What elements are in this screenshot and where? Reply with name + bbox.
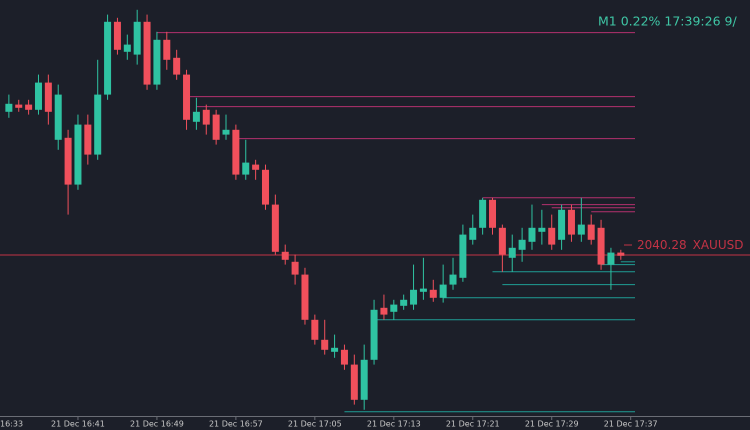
candle-body [558,209,566,240]
symbol: XAUUSD [693,238,744,252]
candle-body [212,114,220,140]
candle-body [242,162,250,175]
candle-body [291,261,299,275]
last-price-label: 2040.28 XAUUSD [637,238,743,252]
candle-body [261,169,269,205]
candle-body [469,227,477,240]
candle-body [301,274,309,320]
candle-body [232,129,240,175]
candle-body [518,239,526,250]
candle-body [311,319,319,340]
candle-body [567,209,575,235]
candle-body [153,39,161,85]
candle-body [104,21,112,95]
candle-body [25,104,33,110]
candle-body [281,251,289,260]
x-tick-label: 21 Dec 17:21 [446,420,500,429]
candle-body [498,227,506,255]
candle-body [410,289,418,305]
candle-body [607,252,615,265]
candle-body [34,82,42,110]
candle-body [548,227,556,245]
candle-body [252,164,260,170]
candle-body [617,252,625,256]
candle-body [74,124,82,185]
candle-body [400,299,408,306]
candle-body [489,199,496,228]
x-tick-label: 21 Dec 17:29 [525,420,579,429]
candle-body [173,57,181,75]
x-tick-label: 16:33 [0,420,23,429]
candle-body [390,304,398,312]
candle-body [449,274,457,285]
candle-body [577,224,585,235]
candle-body [84,124,92,155]
last-price-value: 2040.28 [637,238,687,252]
candle-body [183,74,191,120]
x-tick-label: 21 Dec 17:13 [367,420,421,429]
candle-body [321,339,329,350]
candle-body [54,94,62,140]
candle-body [113,21,121,50]
candle-body [143,21,151,85]
candle-body [192,111,200,122]
candle-body [479,199,487,228]
candle-body [222,129,230,135]
candle-body [202,109,210,125]
candle-body [340,349,348,365]
x-tick-label: 21 Dec 16:41 [51,420,105,429]
candle-body [15,104,23,108]
candle-body [439,284,447,298]
x-tick-label: 21 Dec 16:57 [209,420,263,429]
candle-body [538,227,546,232]
candle-body [360,359,368,400]
x-tick-label: 21 Dec 17:37 [604,420,658,429]
candle-body [5,103,13,112]
candle-body [123,44,131,52]
candle-body [331,347,339,352]
candle-body [528,227,536,242]
candle-body [44,82,52,112]
candle-body [419,288,427,292]
candle-body [94,94,102,155]
candle-body [271,204,279,252]
candle-body [370,309,378,360]
x-tick-label: 21 Dec 16:49 [130,420,184,429]
candle-body [163,39,171,60]
candle-body [587,224,595,240]
candle-body [459,234,467,278]
candle-body [597,227,605,265]
candle-body [508,247,516,258]
candle-body [429,289,437,298]
candle-body [64,137,72,185]
candle-body [133,21,141,55]
x-tick-label: 21 Dec 17:05 [288,420,342,429]
candle-body [380,307,388,315]
candle-body [350,364,358,400]
info-text: M1 0.22% 17:39:26 9/ [598,14,737,29]
